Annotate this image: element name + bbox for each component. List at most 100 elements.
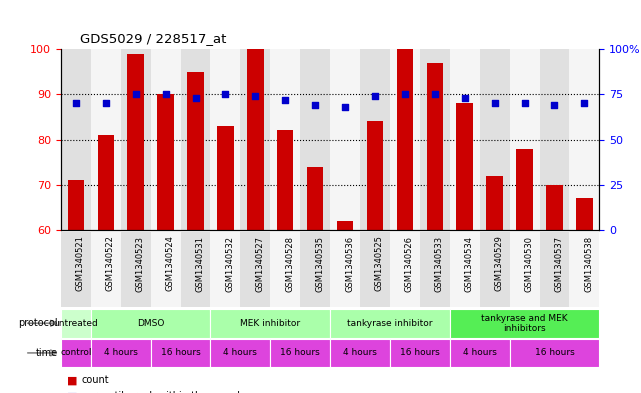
Text: GSM1340529: GSM1340529 — [495, 235, 504, 292]
Bar — [128, 53, 144, 230]
Point — [160, 91, 171, 97]
Point — [579, 100, 590, 107]
Bar — [510, 49, 540, 230]
Bar — [97, 135, 114, 230]
Bar — [210, 339, 271, 367]
Text: 4 hours: 4 hours — [104, 349, 138, 357]
Text: GSM1340537: GSM1340537 — [554, 235, 563, 292]
Bar — [300, 232, 330, 307]
Bar — [91, 339, 151, 367]
Text: 16 hours: 16 hours — [400, 349, 440, 357]
Bar — [61, 309, 91, 338]
Bar — [91, 309, 210, 338]
Point — [340, 104, 350, 110]
Bar — [300, 49, 330, 230]
Point — [310, 102, 320, 108]
Point — [250, 93, 260, 99]
Point — [190, 95, 201, 101]
Text: time: time — [35, 348, 58, 358]
Bar — [151, 49, 181, 230]
Bar — [187, 72, 204, 230]
Text: ■: ■ — [67, 391, 78, 393]
Text: GSM1340522: GSM1340522 — [106, 235, 115, 292]
Bar — [360, 49, 390, 230]
Bar — [510, 232, 540, 307]
Bar — [540, 49, 569, 230]
Bar — [151, 232, 181, 307]
Text: protocol: protocol — [18, 318, 58, 328]
Point — [370, 93, 380, 99]
Text: tankyrase and MEK
inhibitors: tankyrase and MEK inhibitors — [481, 314, 568, 333]
Point — [460, 95, 470, 101]
Bar — [479, 232, 510, 307]
Bar — [61, 339, 91, 367]
Bar — [337, 221, 353, 230]
Bar — [240, 232, 271, 307]
Bar — [397, 49, 413, 230]
Bar — [158, 94, 174, 230]
Bar — [91, 49, 121, 230]
Bar — [390, 49, 420, 230]
Bar — [68, 180, 84, 230]
Text: 16 hours: 16 hours — [161, 349, 201, 357]
Text: GSM1340533: GSM1340533 — [435, 235, 444, 292]
Text: 4 hours: 4 hours — [463, 349, 497, 357]
Text: GSM1340526: GSM1340526 — [405, 235, 414, 292]
Bar — [450, 309, 599, 338]
Bar — [450, 49, 479, 230]
Bar — [456, 103, 473, 230]
Text: GSM1340532: GSM1340532 — [226, 235, 235, 292]
Text: GSM1340528: GSM1340528 — [285, 235, 294, 292]
Text: GSM1340523: GSM1340523 — [136, 235, 145, 292]
Bar — [450, 339, 510, 367]
Bar — [307, 167, 324, 230]
Point — [400, 91, 410, 97]
Text: DMSO: DMSO — [137, 319, 164, 328]
Bar — [517, 149, 533, 230]
Point — [519, 100, 529, 107]
Bar — [61, 232, 91, 307]
Bar — [390, 339, 450, 367]
Bar — [546, 185, 563, 230]
Bar — [181, 232, 210, 307]
Bar — [360, 232, 390, 307]
Bar — [271, 339, 330, 367]
Bar — [210, 309, 330, 338]
Bar — [151, 339, 210, 367]
Text: GSM1340521: GSM1340521 — [76, 235, 85, 292]
Bar — [210, 49, 240, 230]
Text: GSM1340534: GSM1340534 — [465, 235, 474, 292]
Bar — [271, 49, 300, 230]
Text: GSM1340535: GSM1340535 — [315, 235, 324, 292]
Point — [280, 97, 290, 103]
Point — [131, 91, 141, 97]
Text: untreated: untreated — [53, 319, 98, 328]
Bar — [569, 232, 599, 307]
Text: 16 hours: 16 hours — [535, 349, 574, 357]
Bar — [420, 49, 450, 230]
Bar — [540, 232, 569, 307]
Bar — [479, 49, 510, 230]
Bar — [450, 232, 479, 307]
Point — [429, 91, 440, 97]
Bar — [121, 232, 151, 307]
Text: GSM1340524: GSM1340524 — [165, 235, 174, 292]
Bar — [330, 49, 360, 230]
Point — [101, 100, 111, 107]
Bar — [367, 121, 383, 230]
Point — [221, 91, 231, 97]
Bar — [330, 309, 450, 338]
Bar — [91, 232, 121, 307]
Point — [549, 102, 560, 108]
Bar — [247, 49, 263, 230]
Bar — [210, 232, 240, 307]
Text: GSM1340530: GSM1340530 — [524, 235, 533, 292]
Text: percentile rank within the sample: percentile rank within the sample — [81, 391, 246, 393]
Text: ■: ■ — [67, 375, 78, 386]
Text: 4 hours: 4 hours — [224, 349, 257, 357]
Text: GSM1340536: GSM1340536 — [345, 235, 354, 292]
Text: 16 hours: 16 hours — [280, 349, 320, 357]
Bar — [277, 130, 294, 230]
Text: GSM1340525: GSM1340525 — [375, 235, 384, 292]
Point — [71, 100, 81, 107]
